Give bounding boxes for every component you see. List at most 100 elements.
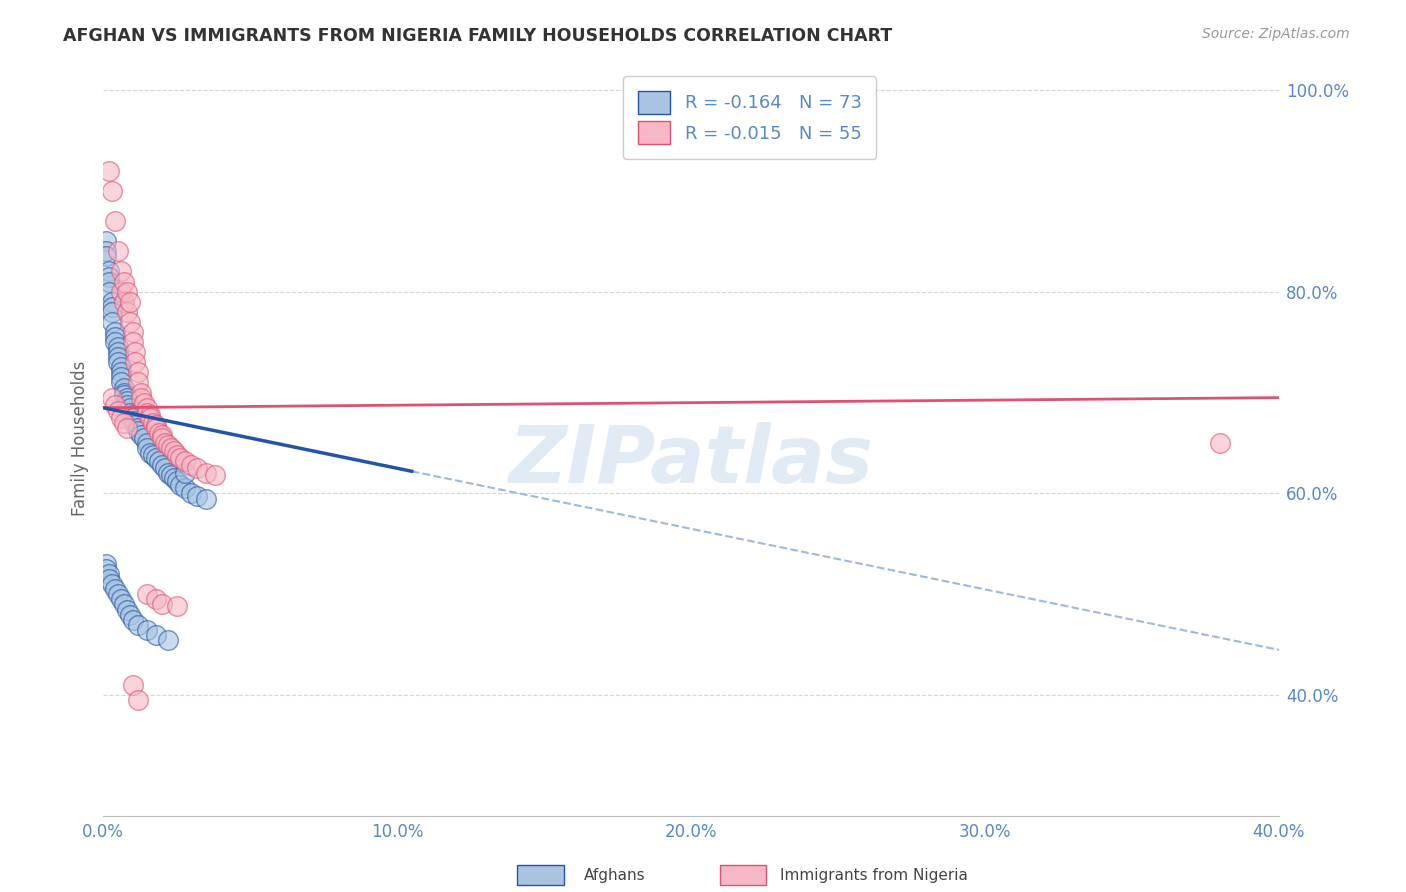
Point — [124, 345, 146, 359]
Point — [121, 410, 143, 425]
Point — [204, 468, 226, 483]
Point — [115, 285, 138, 299]
Point — [112, 416, 135, 430]
Point — [145, 451, 167, 466]
Point — [118, 294, 141, 309]
Point — [156, 467, 179, 481]
Point — [110, 592, 132, 607]
Point — [94, 557, 117, 571]
Point — [98, 163, 121, 178]
Point — [118, 607, 141, 622]
Point — [107, 244, 129, 259]
Point — [127, 424, 149, 438]
Point — [121, 414, 143, 428]
Point — [94, 562, 117, 576]
Point — [180, 486, 202, 500]
Point — [98, 285, 121, 299]
Point — [195, 467, 218, 481]
Point — [174, 482, 197, 496]
Point — [121, 678, 143, 692]
Point — [136, 436, 159, 450]
Point — [136, 401, 159, 415]
Point — [104, 330, 127, 344]
Point — [98, 572, 121, 586]
Point — [98, 264, 121, 278]
Point — [112, 598, 135, 612]
Point — [110, 285, 132, 299]
Y-axis label: Family Households: Family Households — [72, 360, 89, 516]
Point — [107, 345, 129, 359]
Point — [142, 448, 165, 462]
Point — [118, 315, 141, 329]
Point — [112, 380, 135, 394]
Point — [134, 395, 156, 409]
Point — [195, 491, 218, 506]
Text: ZIPatlas: ZIPatlas — [509, 422, 873, 500]
Point — [115, 393, 138, 408]
Point — [139, 410, 162, 425]
Point — [163, 444, 186, 458]
Point — [110, 360, 132, 375]
Point — [121, 408, 143, 422]
Point — [163, 471, 186, 485]
Point — [107, 340, 129, 354]
Point — [159, 468, 181, 483]
Point — [127, 617, 149, 632]
Point — [145, 421, 167, 435]
Point — [110, 410, 132, 425]
Point — [115, 391, 138, 405]
Point — [153, 436, 176, 450]
Point — [121, 613, 143, 627]
Point — [156, 438, 179, 452]
Point — [98, 275, 121, 289]
Point — [136, 587, 159, 601]
Point — [104, 398, 127, 412]
Point — [98, 567, 121, 582]
Point — [139, 446, 162, 460]
Point — [159, 441, 181, 455]
Point — [136, 623, 159, 637]
Point — [124, 416, 146, 430]
Point — [150, 428, 173, 442]
Point — [110, 264, 132, 278]
Legend: R = -0.164   N = 73, R = -0.015   N = 55: R = -0.164 N = 73, R = -0.015 N = 55 — [623, 76, 876, 159]
Point — [136, 441, 159, 455]
Point — [115, 305, 138, 319]
Point — [115, 602, 138, 616]
Point — [166, 448, 188, 462]
Point — [145, 417, 167, 432]
Text: Source: ZipAtlas.com: Source: ZipAtlas.com — [1202, 27, 1350, 41]
Point — [118, 406, 141, 420]
Point — [148, 454, 170, 468]
Point — [134, 431, 156, 445]
Point — [186, 461, 208, 475]
Point — [145, 592, 167, 607]
Point — [104, 325, 127, 339]
Point — [174, 454, 197, 468]
Point — [101, 305, 124, 319]
Point — [1209, 436, 1232, 450]
Point — [124, 355, 146, 369]
Point — [131, 391, 153, 405]
Point — [131, 428, 153, 442]
Point — [104, 214, 127, 228]
Point — [139, 408, 162, 422]
Point — [107, 403, 129, 417]
Point — [94, 249, 117, 263]
Point — [107, 351, 129, 365]
Point — [94, 234, 117, 248]
Point — [104, 335, 127, 350]
Point — [112, 385, 135, 400]
Point — [101, 315, 124, 329]
Point — [107, 355, 129, 369]
Point — [101, 184, 124, 198]
Point — [124, 417, 146, 432]
Point — [148, 425, 170, 440]
Point — [115, 421, 138, 435]
Point — [110, 370, 132, 384]
Text: Afghans: Afghans — [583, 869, 645, 883]
Point — [98, 269, 121, 284]
Point — [112, 294, 135, 309]
Point — [166, 599, 188, 614]
Point — [107, 587, 129, 601]
